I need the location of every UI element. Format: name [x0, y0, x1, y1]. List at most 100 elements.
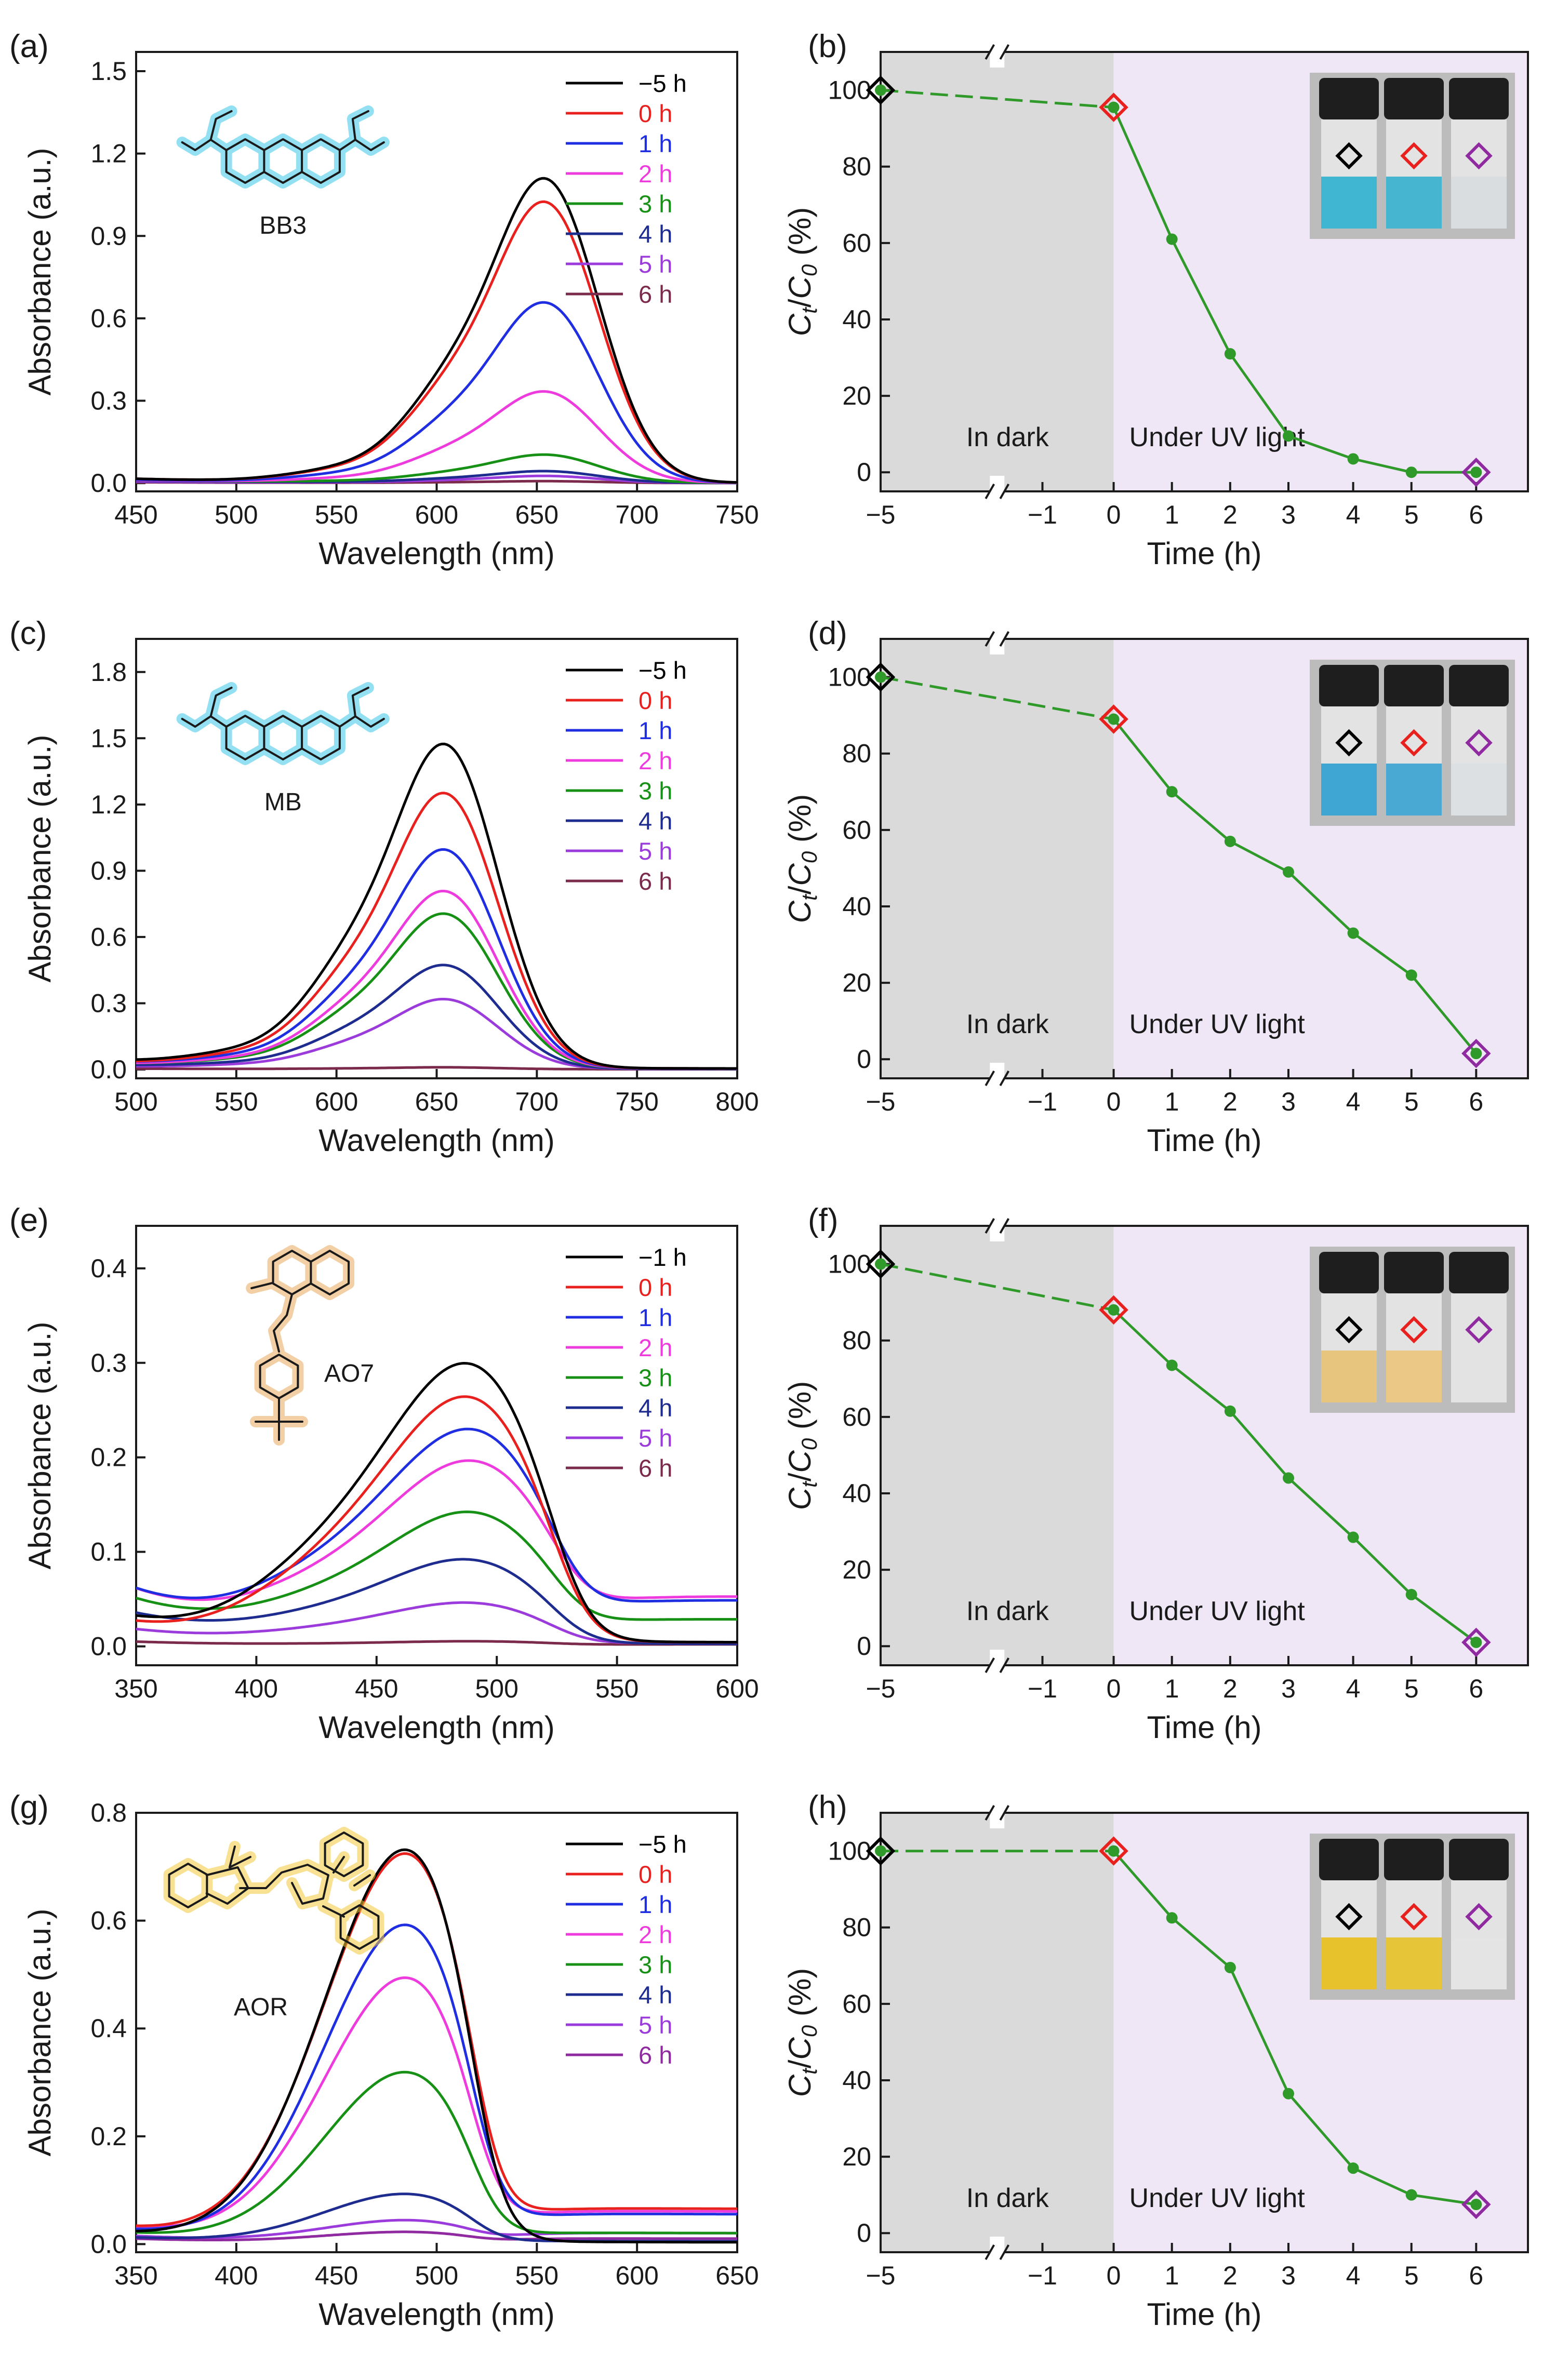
axis-break-mark	[999, 1657, 1010, 1673]
y-tick-label: 60	[842, 815, 871, 845]
axis-break-mask	[990, 2237, 1005, 2268]
x-tick-label: 750	[615, 1087, 658, 1116]
y-tick-label: 0.3	[90, 1348, 127, 1378]
series-line-6h	[136, 2230, 737, 2241]
legend-label: 4 h	[639, 1981, 672, 2009]
diamond-marker	[1461, 2189, 1491, 2219]
y-tick-label: 20	[842, 968, 871, 997]
x-tick-label: 450	[114, 500, 157, 529]
x-tick-label: −1	[1028, 2261, 1057, 2290]
data-point	[1405, 1588, 1417, 1600]
data-point	[1470, 466, 1482, 478]
dye-structure-ao7: AO7	[246, 1245, 374, 1446]
x-tick-label: 500	[475, 1674, 518, 1703]
diamond-marker	[1099, 1295, 1128, 1325]
legend-label: 5 h	[639, 250, 672, 278]
y-tick-label: 100	[828, 1250, 871, 1279]
diamond-marker	[866, 1836, 896, 1866]
vial-cap	[1384, 1252, 1444, 1293]
y-axis-title: Ct/C0 (%)	[782, 1381, 821, 1510]
data-point	[1347, 453, 1359, 465]
vial-diamond-marker	[1465, 1903, 1493, 1931]
axis-break-mask	[990, 1650, 1005, 1681]
x-axis-title: Time (h)	[1147, 2297, 1261, 2332]
x-tick-label: −5	[866, 500, 895, 529]
legend-label: 0 h	[639, 100, 672, 127]
data-point	[875, 1845, 886, 1857]
data-point	[1224, 348, 1236, 360]
x-tick-label: 600	[415, 500, 458, 529]
dye-name-label: BB3	[259, 212, 307, 239]
axis-break-mask	[990, 1063, 1005, 1094]
diamond-marker	[1461, 457, 1491, 487]
series-line-3h	[136, 912, 737, 1070]
x-tick-label: 550	[595, 1674, 639, 1703]
x-tick-label: −1	[1028, 500, 1057, 529]
vial-liquid	[1321, 1937, 1377, 1989]
vial-cap	[1384, 78, 1444, 119]
vial-cap	[1319, 665, 1379, 706]
y-axis-title: Ct/C0 (%)	[782, 1968, 821, 2097]
panel-label: (h)	[808, 1789, 847, 1825]
x-tick-label: 6	[1469, 1087, 1483, 1116]
vial-diamond-marker	[1335, 729, 1363, 757]
dark-region	[881, 1813, 1114, 2252]
data-point	[1166, 1912, 1178, 1924]
series-line-1h	[136, 301, 737, 484]
plot-frame	[880, 1225, 1529, 1666]
plot-frame	[880, 638, 1529, 1079]
legend-label: 1 h	[639, 1891, 672, 1918]
legend-label: 6 h	[639, 2041, 672, 2069]
spectra-curves	[136, 1362, 737, 1646]
vial-photo-inset	[1310, 660, 1515, 826]
x-tick-label: 5	[1404, 1087, 1419, 1116]
y-tick-label: 60	[842, 1402, 871, 1432]
legend-label: 5 h	[639, 2011, 672, 2039]
x-tick-label: −5	[866, 2261, 895, 2290]
series-line-4h	[136, 964, 737, 1071]
dye-structure-mb: MB	[176, 682, 390, 816]
dark-region	[881, 52, 1114, 491]
legend-label: 6 h	[639, 867, 672, 895]
y-tick-label: 100	[828, 1837, 871, 1866]
legend-label: −5 h	[639, 1830, 687, 1858]
region-label-uv: Under UV light	[1129, 1009, 1306, 1039]
spectrum-panel-g: 350 400 450 500 550 600 650 0.0 0.2 0.4 0.6 0.8 Wave…	[9, 1789, 759, 2332]
y-tick-label: 80	[842, 1326, 871, 1355]
vial-cap	[1449, 1839, 1509, 1880]
y-tick-label: 1.2	[90, 790, 127, 819]
panel-label: (c)	[9, 616, 47, 651]
y-tick-label: 0.9	[90, 221, 127, 250]
y-tick-label: 0.2	[90, 2122, 127, 2151]
y-axis-title: Absorbance (a.u.)	[22, 1322, 57, 1570]
axis-break-mark	[985, 1657, 995, 1673]
y-axis-title: Ct/C0 (%)	[782, 794, 821, 923]
legend-label: 5 h	[639, 837, 672, 865]
vial-liquid	[1321, 1351, 1377, 1402]
x-tick-label: 3	[1281, 1674, 1296, 1703]
x-tick-label: 400	[235, 1674, 278, 1703]
y-tick-label: 0.3	[90, 988, 127, 1018]
legend-label: 2 h	[639, 1334, 672, 1361]
y-axis-title: Ct/C0 (%)	[782, 207, 821, 336]
legend-label: 2 h	[639, 1921, 672, 1948]
data-point	[1405, 2189, 1417, 2201]
data-point	[1282, 430, 1294, 442]
x-tick-label: 4	[1346, 1674, 1361, 1703]
legend-label: 4 h	[639, 1394, 672, 1422]
legend-label: 6 h	[639, 280, 672, 308]
x-tick-label: 0	[1107, 2261, 1121, 2290]
y-tick-label: 20	[842, 381, 871, 410]
x-tick-label: 650	[715, 2261, 759, 2290]
axis-break-mask	[990, 1210, 1005, 1241]
axis-break-mark	[985, 44, 995, 60]
axis-break-mask	[990, 623, 1005, 654]
x-axis-title: Wavelength (nm)	[318, 1710, 555, 1745]
legend-label: 3 h	[639, 1364, 672, 1392]
axis-break-mark	[985, 1218, 995, 1234]
y-tick-label: 0	[857, 1632, 871, 1661]
y-tick-label: 0.6	[90, 304, 127, 333]
legend-label: 2 h	[639, 160, 672, 188]
vial-liquid	[1451, 764, 1507, 815]
y-tick-label: 0.6	[90, 1906, 127, 1935]
